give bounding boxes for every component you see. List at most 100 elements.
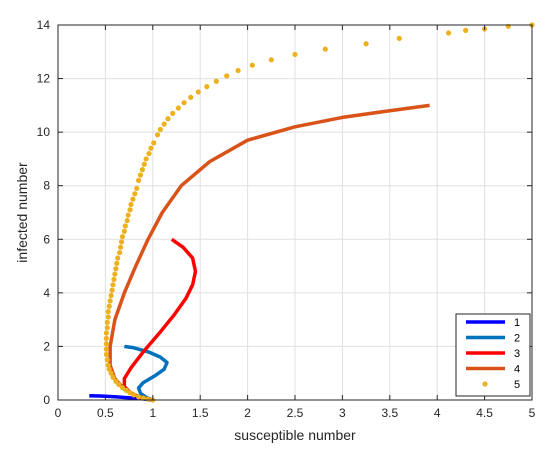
series-5-point <box>123 387 129 393</box>
x-tick-label: 3 <box>339 406 346 420</box>
series-5-point <box>105 309 111 315</box>
legend: 1 2 3 4 5 <box>455 313 531 397</box>
series-5-point <box>111 276 117 283</box>
series-5-point <box>105 362 111 368</box>
series-5-point <box>170 110 176 116</box>
series-5-point <box>115 255 121 261</box>
legend-label-2: 2 <box>514 333 520 345</box>
series-5-point <box>145 396 151 402</box>
y-axis-label: infected number <box>14 162 30 263</box>
series-5-point <box>107 298 113 304</box>
series-5-point <box>445 30 452 36</box>
series-5-point <box>154 132 161 138</box>
series-5-point <box>119 385 126 391</box>
x-tick-label: 0.5 <box>97 406 114 420</box>
series-5-point <box>292 51 298 58</box>
series-5-point <box>130 196 136 202</box>
series-5-point <box>118 239 125 245</box>
series-group <box>89 22 535 403</box>
x-tick-labels: 0 0.5 1 1.5 2 2.5 3 3.5 4 4.5 5 <box>55 406 536 420</box>
series-5-point <box>132 191 138 197</box>
y-tick-label: 4 <box>43 286 50 300</box>
series-5-point <box>151 140 157 146</box>
series-5-point <box>141 161 147 167</box>
series-5-point <box>103 335 109 341</box>
x-tick-label: 2.5 <box>287 406 304 420</box>
y-tick-label: 12 <box>37 72 51 86</box>
series-5-point <box>157 126 163 133</box>
series-5-point <box>165 116 171 122</box>
series-5-point <box>137 172 144 178</box>
series-5-point <box>104 325 110 331</box>
x-tick-label: 1.5 <box>192 406 209 420</box>
series-5-point <box>117 244 124 250</box>
series-5-point <box>103 346 109 352</box>
legend-marker-5 <box>482 381 488 387</box>
legend-label-4: 4 <box>514 364 520 376</box>
series-5-point <box>139 167 145 173</box>
legend-label-3: 3 <box>514 348 520 360</box>
x-tick-label: 2 <box>244 406 251 420</box>
series-5-point <box>113 266 119 272</box>
x-tick-label: 0 <box>55 406 62 420</box>
series-5-point <box>463 27 469 33</box>
series-5-point <box>146 150 152 157</box>
series-5-point <box>224 73 230 79</box>
y-tick-label: 8 <box>43 179 50 193</box>
series-5-point <box>131 392 137 398</box>
series-5-point <box>128 201 134 208</box>
series-5-point <box>204 84 210 90</box>
series-5-point <box>135 177 142 183</box>
series-5-point <box>195 89 201 95</box>
series-5-point <box>249 62 255 68</box>
series-5-point <box>161 121 167 127</box>
legend-label-1: 1 <box>514 317 520 329</box>
legend-label-5: 5 <box>514 379 520 391</box>
y-tick-labels: 0 2 4 6 8 10 12 14 <box>37 18 51 407</box>
x-tick-label: 4 <box>434 406 441 420</box>
series-5-point <box>363 41 369 47</box>
x-tick-label: 4.5 <box>476 406 493 420</box>
series-5-point <box>124 217 130 224</box>
series-5-point <box>127 207 133 213</box>
series-5-point <box>268 57 274 63</box>
x-tick-label: 5 <box>529 406 536 420</box>
series-5-point <box>148 145 154 151</box>
y-tick-label: 10 <box>37 125 51 139</box>
series-5-point <box>108 292 114 299</box>
y-tick-label: 14 <box>37 18 51 32</box>
series-5-point <box>235 67 241 74</box>
series-5-point <box>108 370 114 376</box>
series-5-point <box>106 366 112 372</box>
series-5-point <box>122 223 128 229</box>
x-axis-label: susceptible number <box>234 427 356 443</box>
series-5-point <box>188 94 194 100</box>
series-5-point <box>114 260 120 266</box>
series-5-point <box>105 314 111 320</box>
series-5-point <box>322 46 328 52</box>
series-5-point <box>117 250 123 256</box>
series-5-point <box>103 341 109 347</box>
series-5-point <box>143 156 149 162</box>
series-5-point <box>181 100 187 106</box>
series-5-point <box>104 319 110 325</box>
series-5-point <box>112 271 118 277</box>
series-5-point <box>103 351 109 358</box>
series-5-point <box>127 390 133 396</box>
x-tick-label: 1 <box>149 406 156 420</box>
series-5-point <box>106 303 112 309</box>
series-5-point <box>110 282 116 288</box>
series-5-point <box>104 357 110 363</box>
series-5-point <box>125 212 131 218</box>
legend-box <box>455 313 531 397</box>
series-5-point <box>140 395 146 401</box>
series-5-point <box>213 78 219 84</box>
series-5-point <box>135 394 142 400</box>
series-5-point <box>134 185 140 191</box>
series-5-point <box>396 35 402 41</box>
series-5-point <box>109 287 115 293</box>
series-5-point <box>116 381 122 388</box>
series-5-points <box>103 22 535 403</box>
series-5-point <box>175 105 181 111</box>
